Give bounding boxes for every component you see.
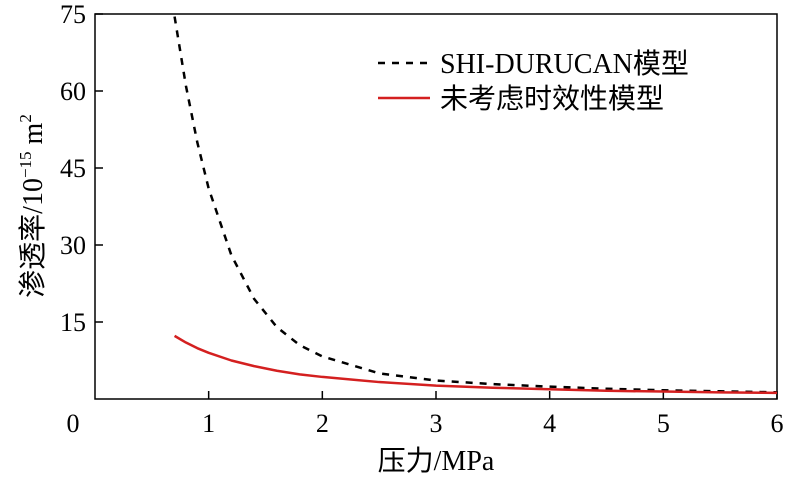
x-tick-label: 2 <box>316 409 329 438</box>
x-axis-title: 压力/MPa <box>378 445 495 477</box>
x-tick-label: 6 <box>771 409 784 438</box>
y-axis-title-unit-exponent: 2 <box>16 114 35 123</box>
y-tick-label: 30 <box>60 231 86 260</box>
x-tick-label: 4 <box>543 409 556 438</box>
y-axis-title-unit: m <box>18 122 49 151</box>
legend-label-no-time-effect: 未考虑时效性模型 <box>440 83 664 115</box>
x-tick-label: 1 <box>202 409 215 438</box>
y-tick-label: 60 <box>60 77 86 106</box>
series-line-no-time-effect <box>173 334 778 395</box>
y-axis-title-exponent: −15 <box>16 151 35 178</box>
series-line-shi-durucan <box>173 16 778 394</box>
y-tick-label: 75 <box>60 0 86 29</box>
legend-label-shi-durucan: SHI-DURUCAN模型 <box>440 48 689 80</box>
legend: SHI-DURUCAN模型 未考虑时效性模型 <box>378 48 689 115</box>
y-axis-title: 渗透率/10−15 m2 <box>16 114 49 298</box>
y-tick-label: 15 <box>60 308 86 337</box>
x-tick-label: 3 <box>430 409 443 438</box>
series-lines <box>173 16 778 395</box>
x-tick-label: 5 <box>657 409 670 438</box>
origin-label: 0 <box>67 409 80 438</box>
y-axis-title-main: 渗透率/10 <box>17 178 49 298</box>
y-tick-label: 45 <box>60 154 86 183</box>
